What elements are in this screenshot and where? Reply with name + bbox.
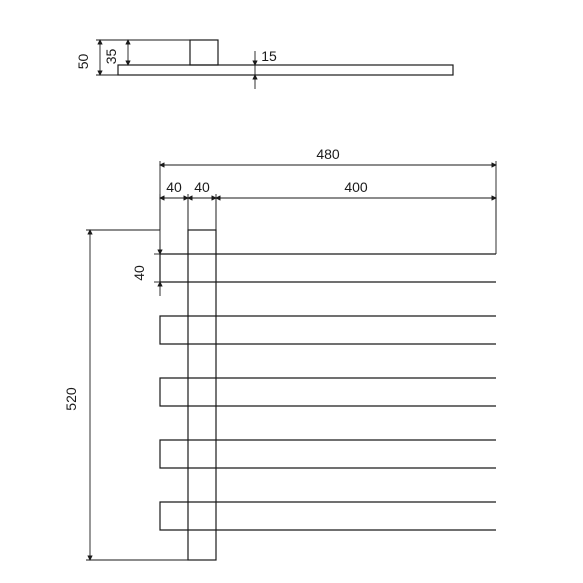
rung-3 bbox=[160, 378, 496, 406]
rung-1 bbox=[160, 254, 496, 282]
dim-480: 480 bbox=[316, 146, 340, 162]
top-plate bbox=[118, 65, 453, 75]
top-bar bbox=[190, 40, 218, 65]
technical-drawing: 50 35 15 480 40 40 400 40 520 bbox=[0, 0, 583, 583]
dim-400: 400 bbox=[344, 179, 368, 195]
dim-35: 35 bbox=[103, 49, 119, 65]
dim-520: 520 bbox=[63, 387, 79, 411]
rung-5 bbox=[160, 502, 496, 530]
dim-40a: 40 bbox=[166, 179, 182, 195]
front-post bbox=[188, 230, 216, 560]
dim-40h: 40 bbox=[131, 265, 147, 281]
rung-2 bbox=[160, 316, 496, 344]
rung-4 bbox=[160, 440, 496, 468]
dim-15: 15 bbox=[261, 48, 277, 64]
dim-50: 50 bbox=[75, 54, 91, 70]
dim-40b: 40 bbox=[194, 179, 210, 195]
